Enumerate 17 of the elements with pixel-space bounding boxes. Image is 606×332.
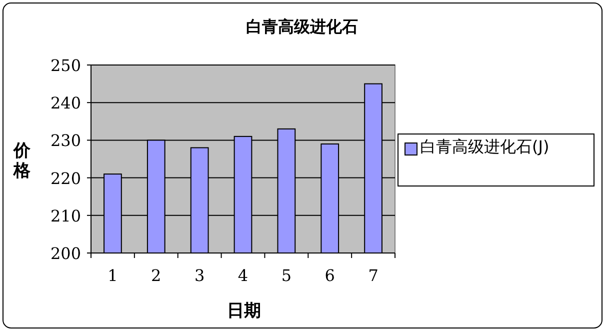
x-tick-label: 6 [324, 266, 335, 285]
y-tick-label: 250 [50, 56, 81, 75]
y-tick-label: 230 [50, 131, 81, 150]
y-tick-label: 210 [50, 206, 81, 226]
y-tick-label: 200 [50, 244, 81, 263]
x-tick-label: 5 [281, 266, 292, 285]
y-tick-label: 220 [50, 168, 81, 188]
y-axis-title: 价格 [12, 141, 32, 181]
x-tick-label: 3 [194, 266, 205, 285]
x-tick-label: 1 [108, 266, 118, 285]
y-tick-label: 240 [50, 94, 81, 113]
legend-label: 白青高级进化石(J) [420, 136, 550, 158]
x-tick-label: 4 [238, 266, 248, 285]
x-tick-label: 7 [368, 266, 378, 285]
chart-title: 白青高级进化石 [246, 17, 358, 36]
x-tick-label: 2 [151, 266, 162, 285]
x-axis-title: 日期 [227, 301, 261, 321]
